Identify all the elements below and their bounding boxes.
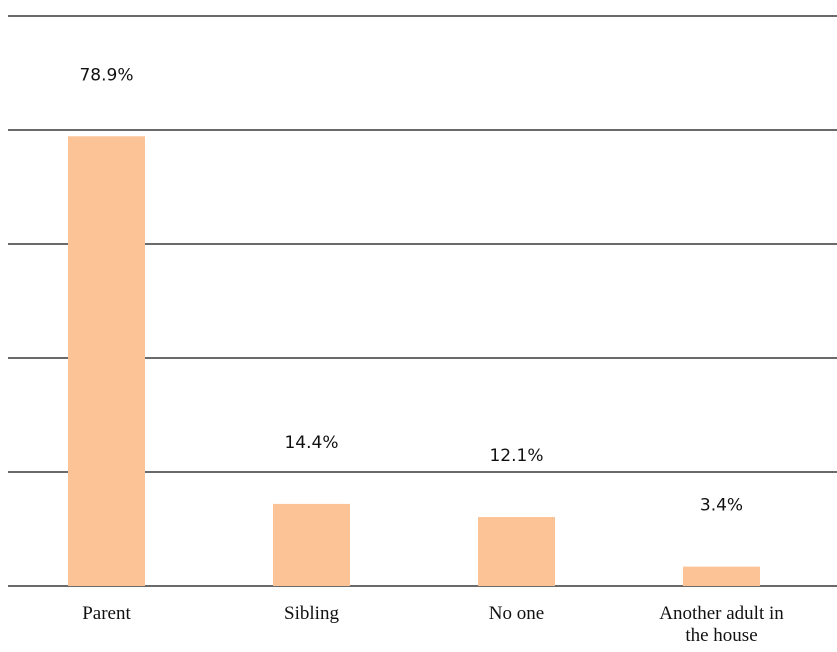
x-tick-label: Sibling	[284, 603, 339, 624]
bar	[68, 136, 145, 586]
bar	[683, 566, 760, 586]
bar	[273, 503, 350, 586]
value-label: 14.4%	[284, 433, 338, 453]
value-label: 3.4%	[700, 496, 743, 516]
bar	[478, 517, 555, 586]
x-tick-label: Parent	[82, 603, 131, 624]
value-label: 78.9%	[79, 65, 133, 85]
value-label: 12.1%	[489, 446, 543, 466]
x-tick-label: Another adult in the house	[659, 603, 784, 646]
x-tick-label: No one	[488, 603, 545, 624]
